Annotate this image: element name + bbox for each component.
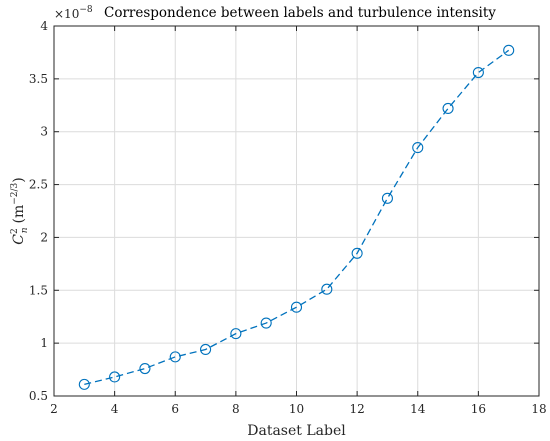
y-axis-multiplier: ×10−8 (54, 5, 93, 21)
x-tick-label: 2 (50, 402, 58, 416)
data-point-marker (442, 102, 454, 115)
y-axis-label-unit: (m (11, 205, 27, 224)
data-point-marker (109, 371, 121, 383)
axis-ticks: 2 4 6 8 10 12 14 16 18 0.5 1 1.5 2 2.5 3 3.5 4 (29, 19, 547, 416)
y-axis-label-symbol: C (11, 234, 27, 245)
data-point-marker (169, 351, 181, 363)
y-axis-label-superscript: 2 (10, 228, 20, 234)
data-point-marker (351, 247, 363, 259)
chart-title: Correspondence between labels and turbul… (104, 5, 496, 21)
x-tick-label: 4 (111, 402, 119, 416)
data-point-marker (260, 317, 272, 329)
x-tick-label: 16 (471, 402, 486, 416)
y-tick-label: 4 (40, 19, 48, 33)
x-tick-label: 10 (289, 402, 304, 416)
y-tick-label: 2.5 (29, 178, 48, 192)
x-tick-label: 12 (349, 402, 364, 416)
data-point-marker (381, 192, 393, 204)
y-axis-label-unit-close: ) (11, 177, 27, 182)
y-axis-multiplier-base: ×10 (54, 7, 79, 21)
y-tick-label: 1 (40, 336, 48, 350)
x-tick-label: 18 (531, 402, 546, 416)
data-point-marker (290, 301, 303, 313)
y-tick-label: 1.5 (29, 283, 48, 297)
y-axis-multiplier-exponent: −8 (79, 5, 93, 15)
x-axis-label: Dataset Label (247, 423, 346, 439)
data-point-marker (321, 283, 333, 295)
series-line (84, 49, 510, 386)
y-tick-label: 3.5 (29, 72, 48, 86)
y-tick-label: 0.5 (29, 389, 48, 403)
x-tick-label: 6 (171, 402, 179, 416)
y-tick-label: 3 (40, 125, 48, 139)
data-point-marker (412, 142, 424, 154)
y-tick-label: 2 (40, 230, 48, 244)
data-point-marker (472, 66, 484, 79)
data-point-marker (200, 343, 212, 356)
x-tick-label: 8 (232, 402, 240, 416)
y-axis-label-subscript: n (20, 227, 30, 233)
data-series (78, 44, 515, 390)
data-point-marker (230, 328, 242, 340)
data-point-marker (503, 44, 515, 56)
data-point-marker (78, 378, 90, 390)
y-axis-label-unit-exponent: −2/3 (10, 182, 20, 204)
x-tick-label: 14 (410, 402, 426, 416)
y-axis-label: C2n (m−2/3) (10, 177, 30, 245)
grid (53, 25, 540, 397)
data-point-marker (139, 362, 151, 375)
